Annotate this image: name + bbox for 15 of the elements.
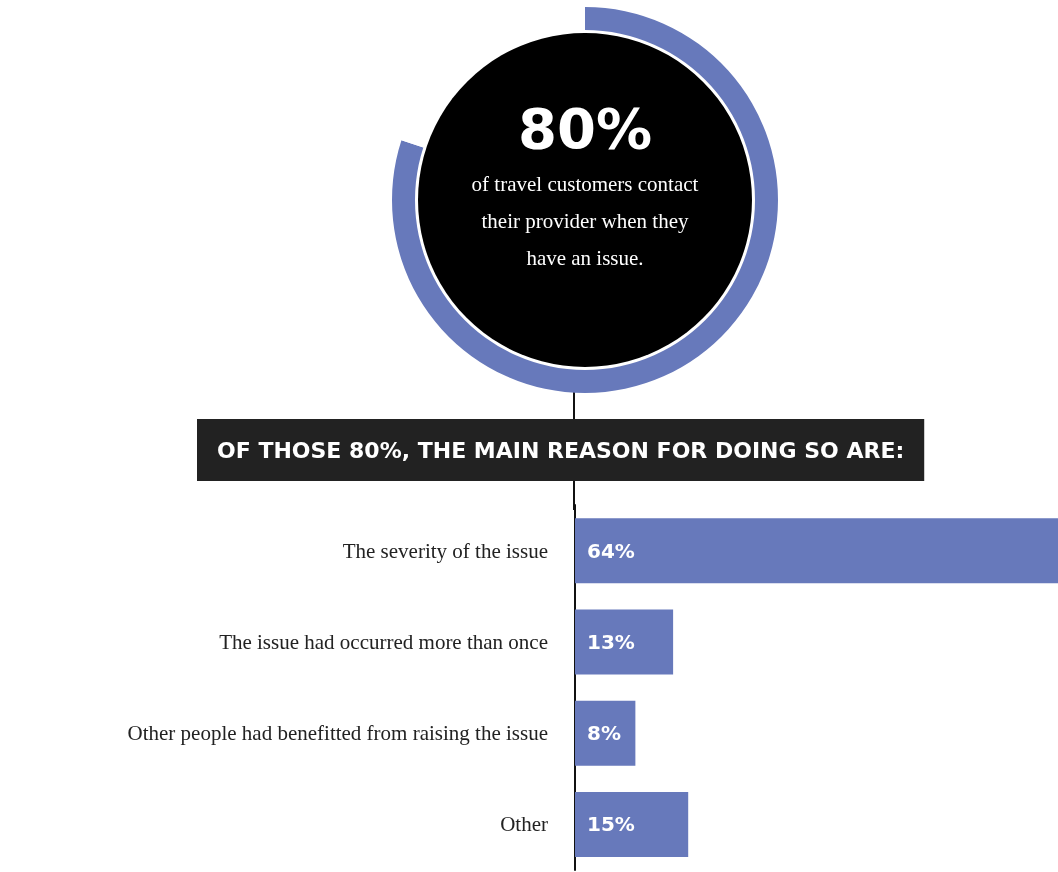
text: 80% <box>517 95 653 161</box>
data-label: 8% <box>587 721 621 746</box>
chart-title: OF THOSE 80%, THE MAIN REASON FOR DOING SO ARE: <box>217 437 905 463</box>
data-label: 13% <box>587 629 635 654</box>
data-label: 15% <box>587 812 635 837</box>
bar <box>575 791 689 857</box>
bar <box>575 700 636 766</box>
y-tick-label: Other people had benefitted from raising the issue <box>127 721 548 746</box>
y-tick-label: The issue had occurred more than once <box>219 629 548 654</box>
bar <box>575 518 1058 584</box>
text: of travel customers contact their provider when they have an issue. <box>471 171 699 270</box>
data-label: 64% <box>587 538 635 563</box>
bar <box>575 609 674 675</box>
y-tick-label: Other <box>500 812 548 837</box>
y-tick-label: The severity of the issue <box>342 538 548 563</box>
